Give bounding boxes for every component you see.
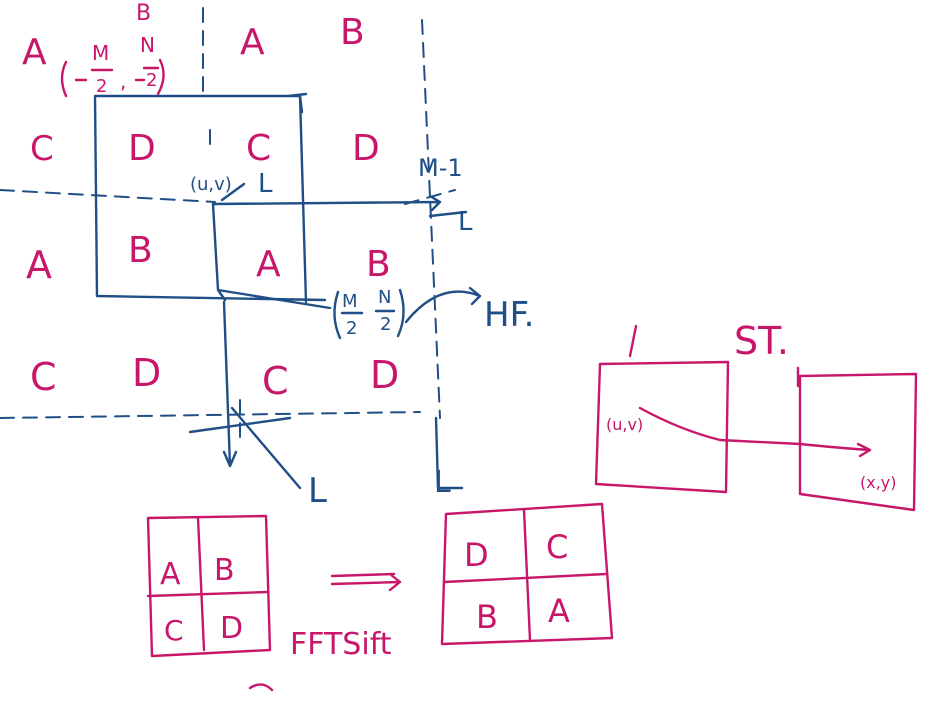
- after-cell: B: [476, 598, 498, 636]
- periodic-grid-letters: A A B B C D C D A B A B C D C D: [22, 1, 399, 403]
- grid-letter: C: [246, 128, 271, 169]
- center-m: M: [342, 291, 358, 312]
- before-cell: A: [160, 557, 181, 592]
- fftshift-before-grid: A B C D: [146, 514, 274, 692]
- center-2b: 2: [380, 314, 391, 335]
- HF-label: HF.: [484, 295, 534, 335]
- grid-letter: D: [128, 128, 156, 169]
- grid-letter: B: [340, 12, 365, 53]
- grid-letter: C: [262, 359, 289, 403]
- grid-letter: B: [128, 230, 153, 271]
- grid-letter: D: [352, 128, 380, 169]
- corner-m: M: [92, 41, 109, 65]
- grid-letter: D: [132, 351, 161, 395]
- uv-label: (u,v): [606, 415, 643, 434]
- grid-letter: A: [256, 244, 281, 285]
- original-spectrum-box: [93, 92, 327, 304]
- grid-letter: D: [370, 353, 399, 397]
- grid-letter: A: [22, 32, 47, 73]
- fftshift-arrow: FFTSift: [290, 572, 402, 662]
- corner-2b: 2: [146, 70, 157, 91]
- fftshift-label: FFTSift: [290, 627, 392, 662]
- corner-coordinate: M N 2 2 ,: [60, 33, 165, 98]
- L-right-label: L: [458, 207, 473, 237]
- L-bottom-right-label: L: [434, 465, 451, 500]
- origin-label: (u,v): [190, 174, 232, 195]
- spatial-transform-panel: ST. (u,v) (x,y): [594, 319, 918, 512]
- before-cell: D: [220, 611, 243, 646]
- fftshift-after-grid: D C B A: [440, 502, 614, 646]
- after-cell: A: [548, 592, 570, 630]
- center-n: N: [378, 287, 391, 308]
- grid-letter: B: [366, 244, 391, 285]
- corner-comma: ,: [120, 69, 126, 93]
- shifted-spectrum-box: [188, 182, 464, 490]
- grid-letter: C: [30, 129, 54, 169]
- center-coordinate: M N 2 2 HF.: [333, 286, 534, 340]
- corner-2a: 2: [96, 76, 107, 97]
- grid-letter: A: [240, 22, 265, 63]
- grid-letter: C: [30, 355, 57, 399]
- before-cell: C: [164, 614, 184, 647]
- after-cell: C: [546, 528, 568, 566]
- xy-label: (x,y): [860, 473, 897, 492]
- after-cell: D: [464, 536, 489, 574]
- L-bottom-left-label: L: [308, 471, 327, 511]
- grid-letter: B: [136, 1, 151, 26]
- grid-letter: A: [26, 243, 52, 287]
- ST-label: ST.: [734, 319, 789, 363]
- corner-n: N: [140, 33, 155, 57]
- L-origin-label: L: [258, 169, 273, 199]
- center-2a: 2: [346, 318, 357, 339]
- before-cell: B: [214, 553, 235, 588]
- M-minus-1-label: M-1: [418, 154, 463, 182]
